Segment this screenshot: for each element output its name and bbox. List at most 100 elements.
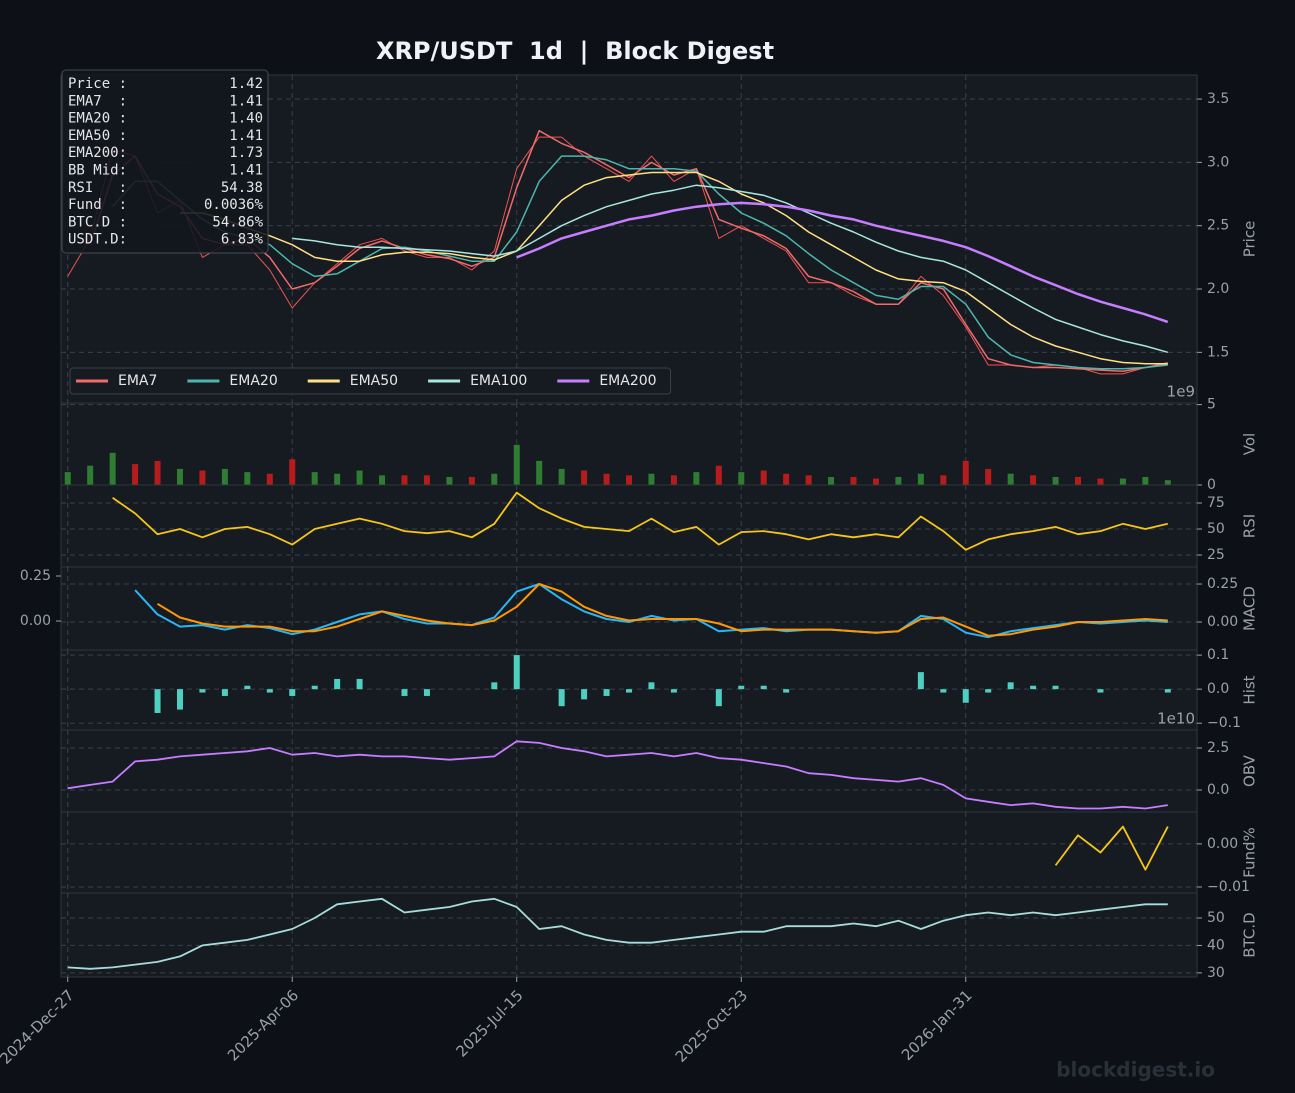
bar [289, 459, 296, 485]
legend-label: EMA7 [118, 373, 157, 389]
y-tick-label: 3.5 [1207, 91, 1229, 107]
bar [1052, 685, 1059, 690]
bar [1142, 476, 1149, 485]
y-tick-label: 3.0 [1207, 154, 1229, 170]
panel [60, 729, 1198, 813]
bar [1030, 685, 1037, 690]
bar [109, 452, 116, 485]
info-box-bg [61, 69, 269, 254]
bar [446, 476, 453, 485]
bar [132, 464, 139, 485]
panel-label: BTC.D [1241, 912, 1259, 957]
bar [693, 472, 700, 485]
bar [962, 460, 969, 485]
bar [176, 468, 183, 485]
bar [334, 473, 341, 485]
bar [917, 473, 924, 485]
bar [895, 476, 902, 485]
bar [64, 472, 71, 485]
info-value: 1.73 [229, 145, 263, 161]
info-value: 54.38 [221, 180, 263, 196]
y-tick-label: 1.5 [1207, 344, 1229, 360]
chart-title: XRP/USDT 1d | Block Digest [376, 37, 774, 65]
bar [738, 685, 745, 690]
info-value: 54.86% [212, 214, 263, 230]
y2-tick-label: 0.00 [20, 613, 51, 629]
info-value: 1.42 [229, 76, 263, 92]
bar [244, 685, 251, 690]
bar [154, 460, 161, 485]
bar [738, 472, 745, 485]
bar [1052, 476, 1059, 485]
bar [670, 689, 677, 693]
bar [401, 475, 408, 485]
info-label: EMA20 : [68, 111, 127, 127]
info-value: 1.41 [229, 93, 263, 109]
y-tick-label: 0.0 [1207, 782, 1229, 798]
y-tick-label: 0 [1207, 477, 1216, 493]
bar [940, 475, 947, 485]
series-line [1054, 825, 1169, 871]
series-line [292, 184, 1169, 354]
bar [176, 689, 183, 710]
legend-label: EMA50 [350, 373, 398, 389]
info-label: USDT.D: [68, 232, 127, 248]
panel-label: Hist [1241, 675, 1259, 704]
panel-label: RSI [1241, 514, 1259, 538]
legend-label: EMA20 [229, 373, 277, 389]
bar [917, 672, 924, 690]
bar [513, 444, 520, 485]
bar [468, 476, 475, 485]
info-label: RSI : [68, 180, 127, 196]
y-tick-label: −0.01 [1207, 879, 1250, 895]
bar [558, 689, 565, 707]
bar [356, 678, 363, 690]
bar [423, 689, 430, 696]
bar [648, 682, 655, 690]
bar [581, 689, 588, 700]
bar [805, 475, 812, 485]
info-label: EMA50 : [68, 128, 127, 144]
bar [940, 689, 947, 693]
panel [60, 566, 1198, 651]
bar [985, 689, 992, 693]
panel-label: Price [1241, 221, 1259, 258]
bar [199, 689, 206, 693]
bar [491, 682, 498, 690]
bar [626, 475, 632, 485]
info-value: 6.83% [221, 232, 264, 248]
bar [401, 689, 408, 696]
bar [513, 655, 520, 690]
bar [199, 470, 206, 485]
info-value: 1.41 [229, 163, 263, 179]
y-tick-label: 40 [1207, 937, 1225, 953]
bar [1097, 478, 1104, 485]
y-tick-label: 2.5 [1207, 740, 1229, 756]
legend-box [69, 367, 672, 395]
series-line [89, 129, 1168, 373]
legend-label: EMA100 [470, 373, 527, 389]
panel [60, 892, 1198, 978]
bar [1075, 476, 1082, 485]
panel-label: OBV [1241, 754, 1259, 787]
panel [60, 484, 1198, 568]
bar [221, 468, 228, 485]
legend: EMA7 EMA20 EMA50 EMA100 EMA200 [69, 367, 672, 395]
y-tick-label: 0.00 [1207, 614, 1238, 630]
info-label: EMA7 : [68, 93, 127, 109]
bar [1007, 682, 1014, 690]
footer-brand: blockdigest.io [1056, 1058, 1215, 1082]
bar [760, 470, 767, 485]
panel-label: Fund% [1241, 827, 1259, 878]
bar [1007, 473, 1014, 485]
info-label: EMA200: [68, 145, 127, 161]
bar [491, 473, 498, 485]
info-box: Price : 1.42 EMA7 : 1.41 EMA20 : 1.40 EMA50 : 1… [61, 69, 269, 254]
info-value: 1.40 [229, 111, 263, 127]
bar [289, 689, 296, 696]
bar [311, 685, 318, 690]
y-tick-label: 0.1 [1207, 647, 1229, 663]
bar [266, 689, 273, 693]
bar [581, 470, 588, 485]
